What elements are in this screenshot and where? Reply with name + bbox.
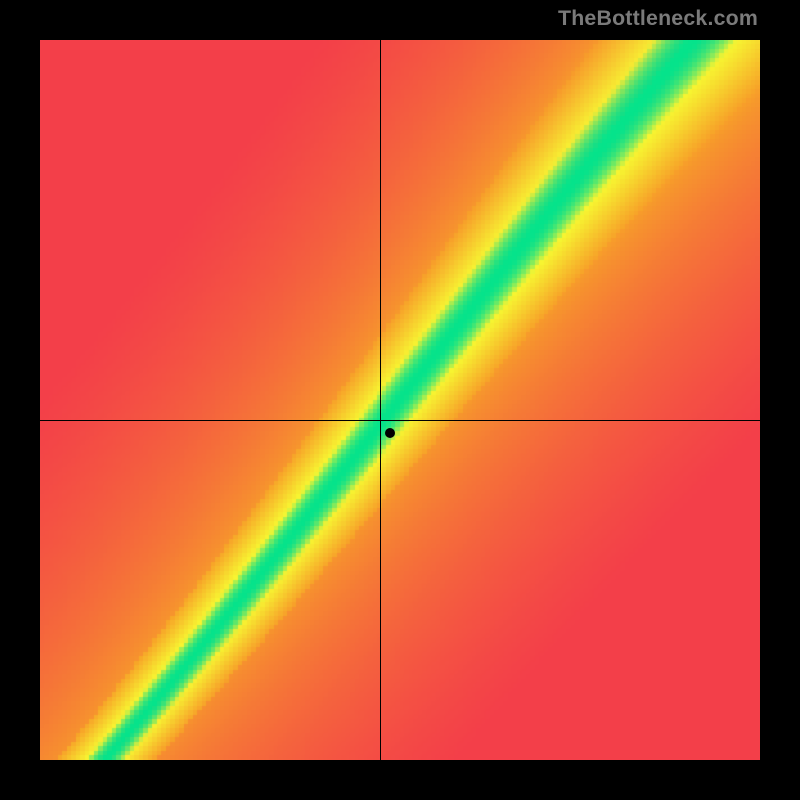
data-point-marker — [385, 428, 395, 438]
crosshair-horizontal — [40, 420, 760, 421]
plot-area — [40, 40, 760, 760]
crosshair-vertical — [380, 40, 381, 760]
heatmap-canvas — [40, 40, 760, 760]
figure-frame: TheBottleneck.com — [0, 0, 800, 800]
watermark-text: TheBottleneck.com — [558, 6, 758, 31]
